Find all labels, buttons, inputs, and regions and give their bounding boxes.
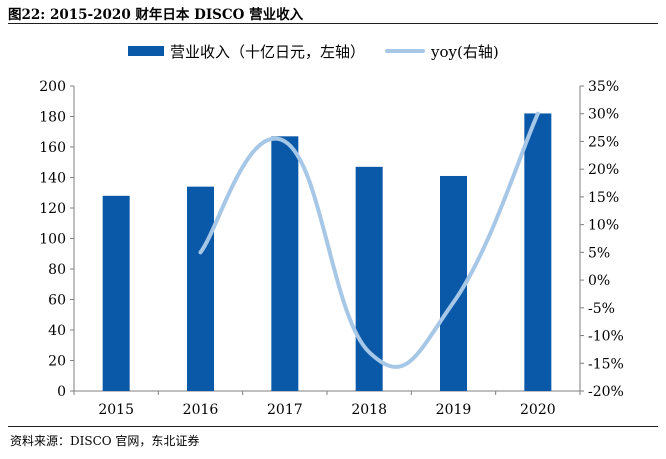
y-left-tick-label: 120 [39, 201, 66, 217]
y-right-tick-label: 15% [588, 190, 619, 206]
bottom-rule [8, 426, 658, 427]
x-tick-label: 2017 [267, 402, 303, 418]
legend-bar-label: 营业收入（十亿日元，左轴） [170, 42, 366, 61]
legend-line-swatch [385, 49, 426, 53]
y-left-tick-label: 100 [39, 232, 66, 248]
x-tick-label: 2015 [98, 402, 134, 418]
legend-line-label: yoy(右轴) [431, 42, 499, 61]
x-tick-label: 2018 [351, 402, 387, 418]
revenue-bar [524, 113, 552, 391]
revenue-bar [187, 186, 214, 391]
revenue-bar [440, 175, 467, 391]
y-right-tick-label: 20% [588, 162, 619, 178]
y-left-tick-label: 80 [48, 262, 66, 278]
y-right-tick-label: 25% [588, 134, 619, 150]
x-tick-label: 2016 [183, 402, 219, 418]
yoy-line [198, 111, 540, 369]
x-tick-label: 2020 [520, 402, 556, 418]
y-right-tick-label: -5% [588, 301, 615, 317]
y-left-tick-label: 40 [48, 323, 66, 339]
x-tick-label: 2019 [436, 402, 472, 418]
y-left-tick-label: 160 [39, 140, 66, 156]
y-right-tick-label: -20% [588, 384, 624, 400]
source-note: 资料来源：DISCO 官网，东北证券 [10, 434, 200, 448]
y-right-tick-label: -10% [588, 329, 624, 345]
y-left-tick-label: 140 [39, 171, 66, 187]
chart-legend: 营业收入（十亿日元，左轴） yoy(右轴) [128, 40, 499, 62]
y-left-tick-label: 0 [57, 384, 66, 400]
y-right-tick-label: 5% [588, 245, 610, 261]
revenue-bar [271, 136, 299, 391]
revenue-bar [355, 166, 383, 391]
figure-title: 图22: 2015-2020 财年日本 DISCO 营业收入 [8, 7, 304, 23]
y-right-tick-label: 0% [588, 273, 610, 289]
y-left-tick-label: 20 [48, 354, 66, 370]
legend-bar-swatch [128, 46, 164, 56]
revenue-bar [102, 195, 130, 391]
y-left-tick-label: 60 [48, 293, 66, 309]
y-left-tick-label: 200 [39, 79, 66, 95]
y-left-tick-label: 180 [39, 110, 66, 126]
title-rule [8, 23, 658, 24]
y-right-tick-label: 30% [588, 107, 619, 123]
y-right-tick-label: 10% [588, 218, 619, 234]
y-right-tick-label: 35% [588, 79, 619, 95]
y-right-tick-label: -15% [588, 356, 624, 372]
